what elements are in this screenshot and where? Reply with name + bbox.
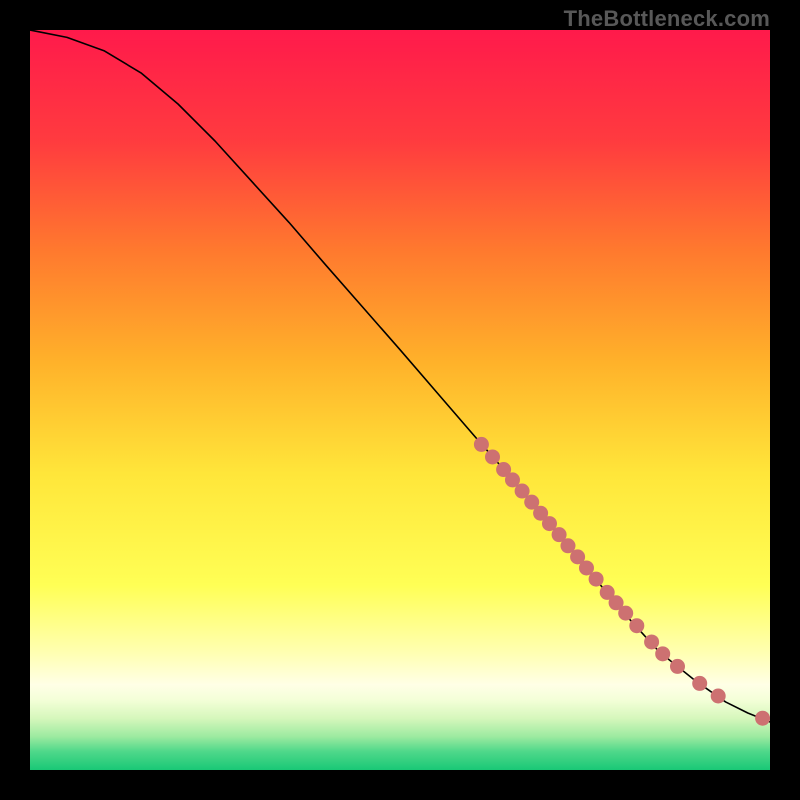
data-marker xyxy=(755,711,770,726)
data-marker xyxy=(692,676,707,691)
data-marker xyxy=(655,646,670,661)
watermark-label: TheBottleneck.com xyxy=(564,6,770,32)
chart-overlay-svg xyxy=(30,30,770,770)
data-marker xyxy=(618,606,633,621)
curve-line xyxy=(30,30,770,722)
data-marker xyxy=(474,437,489,452)
data-marker xyxy=(589,572,604,587)
data-marker xyxy=(670,659,685,674)
chart-frame: TheBottleneck.com xyxy=(0,0,800,800)
data-marker xyxy=(485,449,500,464)
plot-area xyxy=(30,30,770,770)
data-marker xyxy=(711,689,726,704)
data-marker xyxy=(644,634,659,649)
data-marker xyxy=(629,618,644,633)
